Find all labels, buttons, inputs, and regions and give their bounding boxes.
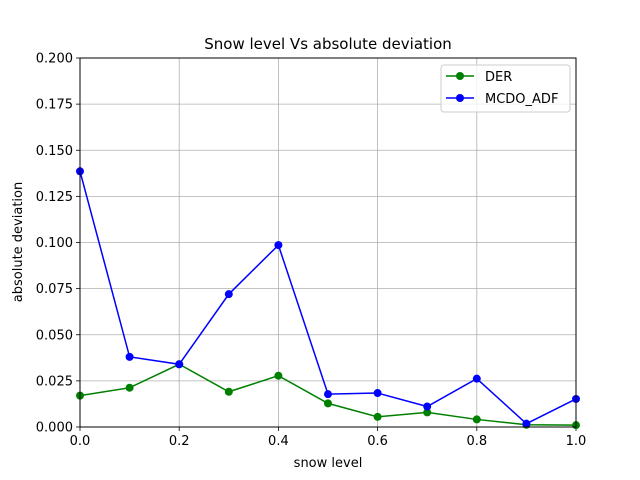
data-point	[125, 352, 134, 361]
data-point	[324, 390, 332, 399]
plot-frame	[79, 57, 577, 428]
data-point	[274, 371, 283, 380]
x-tick-label: 0.8	[466, 434, 487, 449]
legend-marker	[456, 72, 464, 80]
x-tick-label: 0.2	[169, 434, 190, 449]
legend-marker	[456, 94, 464, 102]
data-point	[175, 360, 184, 369]
y-tick-label: 0.200	[36, 52, 73, 67]
data-point	[224, 290, 233, 299]
data-point	[125, 383, 134, 392]
series-mcdo-adf	[76, 167, 580, 428]
y-axis-label: absolute deviation	[11, 182, 26, 302]
data-point	[373, 389, 382, 398]
legend-label: MCDO_ADF	[485, 92, 558, 107]
ticks: 0.0 0.2 0.4 0.6 0.8 1.0 0.000 0.025 0.050 0.075 0.…	[36, 52, 587, 450]
data-point	[373, 412, 382, 421]
series-layer	[76, 167, 580, 430]
y-tick-label: 0.175	[36, 98, 73, 113]
x-tick-label: 0.0	[70, 434, 91, 449]
y-tick-label: 0.000	[36, 421, 73, 436]
legend: DER MCDO_ADF	[440, 64, 571, 113]
data-point	[522, 419, 531, 428]
legend-entry: MCDO_ADF	[446, 92, 558, 107]
data-point	[472, 374, 481, 383]
x-axis-label: snow level	[294, 456, 363, 471]
x-tick-label: 0.4	[268, 434, 289, 449]
data-point	[423, 408, 432, 417]
y-tick-label: 0.025	[36, 374, 73, 389]
legend-entry: DER	[446, 70, 512, 85]
data-point	[423, 402, 432, 411]
y-tick-label: 0.050	[36, 328, 73, 343]
x-tick-label: 1.0	[566, 434, 587, 449]
data-point	[472, 415, 481, 424]
y-tick-label: 0.100	[36, 236, 73, 251]
data-point	[274, 241, 283, 250]
y-tick-label: 0.125	[36, 190, 73, 205]
legend-label: DER	[485, 70, 512, 85]
x-tick-label: 0.6	[367, 434, 388, 449]
y-tick-label: 0.150	[36, 144, 73, 159]
data-point	[324, 399, 332, 408]
y-tick-label: 0.075	[36, 282, 73, 297]
data-point	[224, 387, 233, 396]
chart-title: Snow level Vs absolute deviation	[204, 35, 452, 53]
